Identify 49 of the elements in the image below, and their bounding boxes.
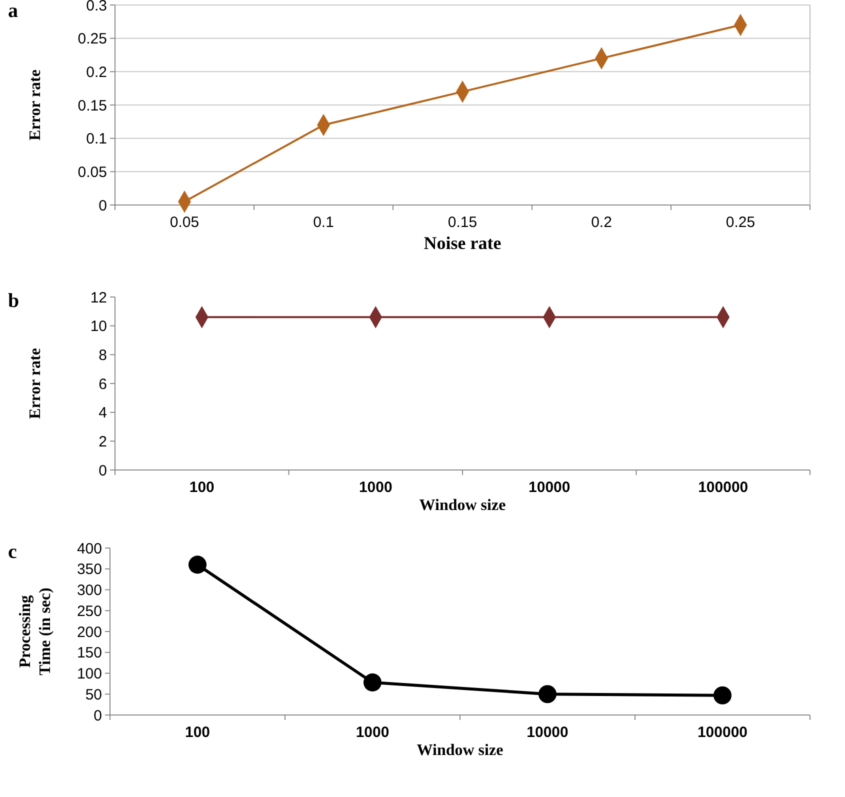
x-tick-label: 100000: [697, 724, 748, 741]
y-tick-label: 400: [76, 540, 102, 558]
y-tick-label: 6: [98, 376, 107, 393]
y-tick-label: 350: [76, 561, 102, 578]
y-tick-label: 100: [76, 666, 102, 682]
y-tick-label: 0.2: [86, 64, 107, 81]
y-tick-label: 10: [90, 318, 107, 336]
chart-title: c: [8, 541, 17, 563]
y-tick-label: 0: [98, 462, 107, 480]
y-tick-label: 0: [98, 197, 107, 214]
y-tick-label: 0.25: [78, 30, 107, 48]
point: [363, 673, 382, 692]
x-tick-label: 100000: [698, 479, 748, 496]
x-tick-label: 0.25: [726, 214, 756, 231]
y-tick-label: 8: [98, 346, 107, 364]
chart-title: b: [8, 290, 20, 312]
y-tick-label: 50: [85, 686, 102, 704]
x-axis-title: Noise rate: [424, 233, 502, 253]
y-axis-title: Error rate: [27, 348, 44, 419]
x-tick-label: 0.1: [313, 214, 334, 231]
y-tick-label: 0.05: [78, 164, 107, 181]
x-tick-label: 0.05: [170, 214, 200, 231]
y-axis-title: Processing Time (in sec): [17, 588, 54, 676]
x-tick-label: 10000: [526, 724, 568, 741]
x-tick-label: 1000: [356, 724, 390, 741]
y-tick-label: 2: [98, 433, 107, 450]
y-tick-label: 4: [98, 404, 107, 422]
x-tick-label: 10000: [528, 479, 570, 496]
x-axis-title: Window size: [416, 742, 504, 759]
y-axis-title: Error rate: [27, 70, 44, 140]
y-tick-label: 250: [76, 602, 102, 620]
point: [188, 556, 207, 574]
x-tick-label: 100: [184, 724, 210, 741]
x-tick-label: 100: [189, 479, 214, 496]
point: [538, 685, 557, 704]
y-tick-label: 0.3: [86, 0, 107, 14]
x-tick-label: 0.15: [448, 214, 478, 231]
x-axis-title: Window size: [419, 497, 506, 514]
x-tick-label: 1000: [358, 479, 392, 496]
y-tick-label: 12: [90, 289, 107, 306]
y-tick-label: 200: [76, 624, 102, 641]
y-tick-label: 150: [76, 644, 102, 662]
chart-title: a: [8, 0, 18, 22]
x-tick-label: 0.2: [591, 214, 612, 231]
y-tick-label: 0.1: [86, 130, 107, 148]
y-tick-label: 0.15: [78, 97, 107, 114]
y-tick-label: 300: [76, 582, 102, 599]
point: [713, 686, 732, 704]
y-tick-label: 0: [94, 707, 102, 724]
